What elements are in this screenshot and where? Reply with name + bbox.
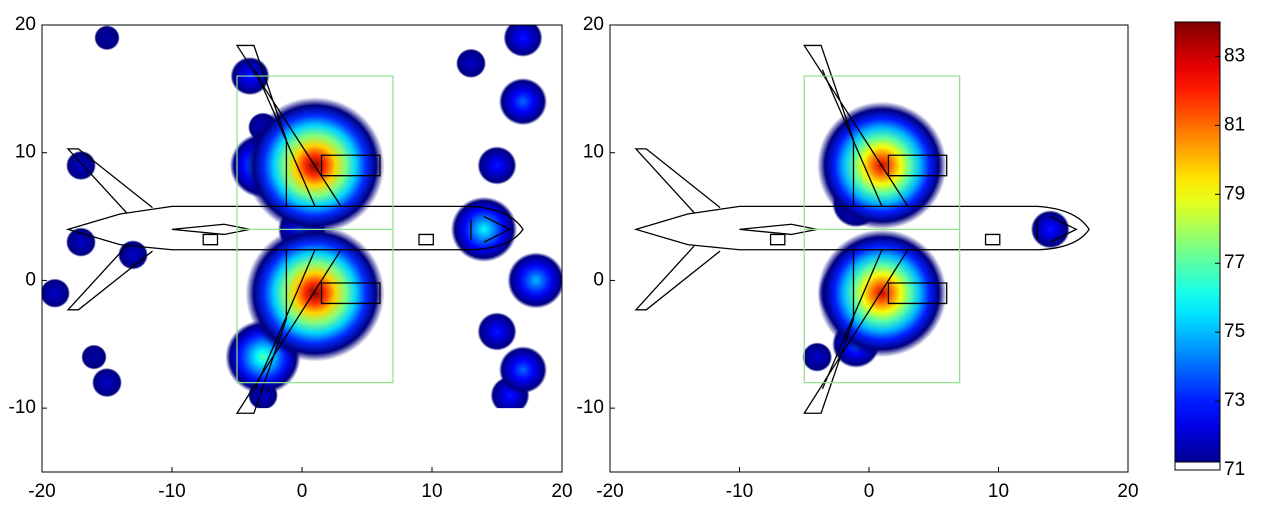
- x-tick-label: 20: [551, 481, 572, 502]
- colorbar-tick-label: 77: [1224, 252, 1245, 273]
- heat-source: [503, 25, 543, 57]
- plot-area: -20 -10 0 10 20 -10 0 10 20: [9, 14, 573, 502]
- colorbar-tick-label: 73: [1224, 390, 1245, 411]
- y-tick-label: -10: [577, 397, 604, 418]
- colorbar-tick-label: 83: [1224, 45, 1245, 66]
- plot-area: -20 -10 0 10 20 -10 0 10 20: [577, 14, 1139, 502]
- y-tick-label: 20: [15, 14, 36, 35]
- colorbar-tick-label: 75: [1224, 321, 1245, 342]
- colorbar: [1174, 21, 1221, 471]
- y-tick-label: 10: [583, 142, 604, 163]
- heat-source: [477, 312, 517, 351]
- x-tick-label: -10: [158, 481, 185, 502]
- heat-source: [456, 48, 486, 79]
- x-tick-label: 10: [421, 481, 442, 502]
- x-tick-label: -20: [596, 481, 623, 502]
- heat-source: [802, 342, 833, 372]
- heat-source: [245, 224, 385, 362]
- colorbar-tick-label: 71: [1224, 459, 1245, 480]
- y-tick-label: 0: [593, 269, 604, 290]
- heat-source: [94, 25, 120, 51]
- heat-source: [81, 344, 107, 370]
- heat-source: [817, 229, 947, 358]
- x-tick-label: 0: [297, 481, 308, 502]
- heat-map: [802, 101, 1070, 372]
- y-tick-label: -10: [9, 397, 36, 418]
- heat-source: [498, 78, 548, 126]
- y-tick-label: 20: [583, 14, 604, 35]
- heat-source: [498, 346, 548, 394]
- colorbar-floor: [1174, 461, 1221, 471]
- y-tick-label: 10: [15, 142, 36, 163]
- heat-source: [66, 150, 96, 181]
- heat-source: [42, 278, 70, 308]
- colorbar-tick-label: 81: [1224, 114, 1245, 135]
- heat-source: [66, 227, 96, 257]
- heat-source: [92, 367, 122, 398]
- heat-source: [507, 252, 562, 309]
- heat-map: [42, 25, 562, 409]
- x-tick-label: 10: [988, 481, 1009, 502]
- x-tick-label: -10: [726, 481, 753, 502]
- y-tick-label: 0: [25, 269, 36, 290]
- colorbar-tick-label: 79: [1224, 183, 1245, 204]
- x-tick-label: 20: [1117, 481, 1138, 502]
- x-tick-label: -20: [28, 481, 55, 502]
- heat-source: [477, 146, 517, 185]
- x-tick-label: 0: [864, 481, 875, 502]
- heat-source: [1030, 210, 1070, 249]
